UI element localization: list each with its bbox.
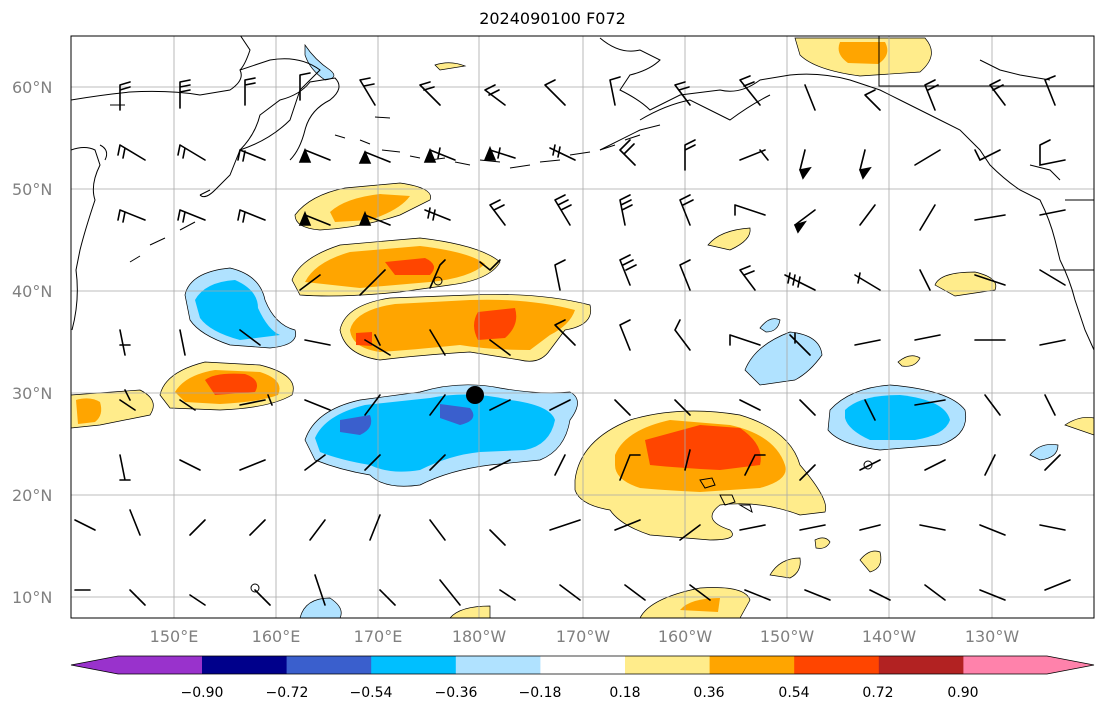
colorbar-tick: 0.36 xyxy=(693,685,724,701)
colorbar-segment xyxy=(963,656,1047,674)
map-frame xyxy=(70,35,1095,619)
colorbar-tick: 0.72 xyxy=(862,685,893,701)
storm-marker xyxy=(466,386,484,404)
lat-label: 50°N xyxy=(12,180,52,199)
colorbar-tick: −0.54 xyxy=(350,685,393,701)
colorbar-outline xyxy=(70,655,1095,675)
colorbar-tick: 0.54 xyxy=(778,685,809,701)
colorbar-extend-min xyxy=(71,656,118,674)
colorbar-segment xyxy=(455,656,541,674)
coastlines xyxy=(71,36,1094,593)
lon-label: 170°E xyxy=(354,627,403,646)
lon-label: 180°W xyxy=(452,627,507,646)
map-panel xyxy=(71,36,1094,618)
colorbar-segment xyxy=(286,656,372,674)
colorbar-tick: −0.36 xyxy=(435,685,478,701)
colorbar-segment xyxy=(118,656,202,674)
colorbar-extend-max xyxy=(1047,656,1094,674)
lon-label: 160°W xyxy=(658,627,713,646)
colorbar-segment xyxy=(878,656,964,674)
colorbar-tick: −0.90 xyxy=(181,685,224,701)
lat-label: 40°N xyxy=(12,282,52,301)
colorbar-tick: −0.18 xyxy=(519,685,562,701)
lat-label: 60°N xyxy=(12,78,52,97)
colorbar-tick: −0.72 xyxy=(266,685,309,701)
lon-label: 150°E xyxy=(150,627,199,646)
colorbar-segment xyxy=(625,656,711,674)
lon-label: 160°E xyxy=(252,627,301,646)
lon-label: 170°W xyxy=(556,627,611,646)
colorbar-tick-labels: −0.90 −0.72 −0.54 −0.36 −0.18 0.18 0.36 … xyxy=(181,685,979,701)
colorbar-segment xyxy=(202,656,288,674)
wind-barbs xyxy=(74,72,1071,606)
map-title: 2024090100 F072 xyxy=(479,9,626,28)
colorbar-segment xyxy=(709,656,795,674)
lat-label: 10°N xyxy=(12,588,52,607)
colorbar-segment xyxy=(540,656,626,674)
colorbar-segment xyxy=(371,656,457,674)
lon-label: 140°W xyxy=(862,627,917,646)
lat-label: 30°N xyxy=(12,384,52,403)
latitude-labels: 60°N 50°N 40°N 30°N 20°N 10°N xyxy=(12,78,52,607)
longitude-labels: 150°E 160°E 170°E 180°W 170°W 160°W 150°… xyxy=(150,627,1020,646)
colorbar-tick: 0.18 xyxy=(609,685,640,701)
lon-label: 150°W xyxy=(760,627,815,646)
colorbar-segment xyxy=(794,656,880,674)
colorbar xyxy=(70,655,1095,675)
lon-label: 130°W xyxy=(965,627,1020,646)
colorbar-tick: 0.90 xyxy=(947,685,978,701)
lat-label: 20°N xyxy=(12,486,52,505)
